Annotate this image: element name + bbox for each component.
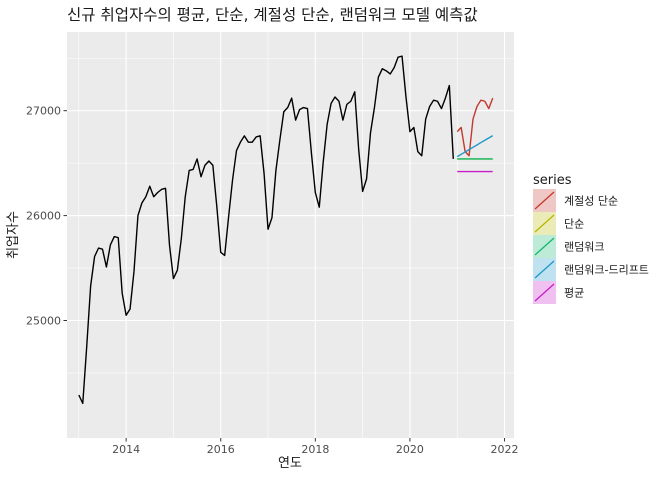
legend-label: 단순: [564, 218, 584, 231]
legend-title: series: [533, 173, 572, 188]
x-tick-label: 2014: [112, 443, 140, 456]
y-axis-title: 취업자수: [6, 211, 21, 259]
legend-label: 계절성 단순: [564, 195, 618, 208]
legend-key-line: [534, 191, 555, 210]
y-tick-label: 25000: [26, 315, 61, 328]
grid-major: [67, 32, 514, 438]
x-axis-title: 연도: [278, 456, 302, 471]
legend-key-line: [534, 237, 555, 256]
legend-item: 평균: [533, 281, 584, 304]
series-line: [456, 135, 494, 158]
legend-item: 단순: [533, 212, 584, 235]
legend-item: 랜덤워크: [533, 235, 604, 258]
x-tick-label: 2020: [396, 443, 424, 456]
x-axis: 2014 2016 2018 2020 2022: [112, 438, 519, 456]
legend-key-line: [534, 283, 555, 302]
legend-key-line: [534, 260, 555, 279]
legend-item: 랜덤워크-드리프트: [533, 258, 649, 281]
legend-label: 평균: [564, 287, 584, 300]
x-tick-label: 2022: [491, 443, 519, 456]
legend-label: 랜덤워크-드리프트: [564, 264, 649, 277]
y-tick-label: 27000: [26, 105, 61, 118]
actual-series-line: [78, 55, 454, 405]
series-layer: [78, 55, 494, 405]
legend-item: 계절성 단순: [533, 189, 618, 212]
x-tick-label: 2016: [207, 443, 235, 456]
grid-minor: [67, 32, 514, 438]
x-tick-label: 2018: [301, 443, 329, 456]
chart-title: 신규 취업자수의 평균, 단순, 계절성 단순, 랜덤워크 모델 예측값: [67, 6, 478, 24]
series-line: [456, 97, 494, 157]
legend-key-line: [534, 214, 555, 233]
legend-label: 랜덤워크: [564, 241, 604, 254]
y-tick-label: 26000: [26, 210, 61, 223]
y-axis: 25000 26000 27000: [26, 105, 67, 328]
